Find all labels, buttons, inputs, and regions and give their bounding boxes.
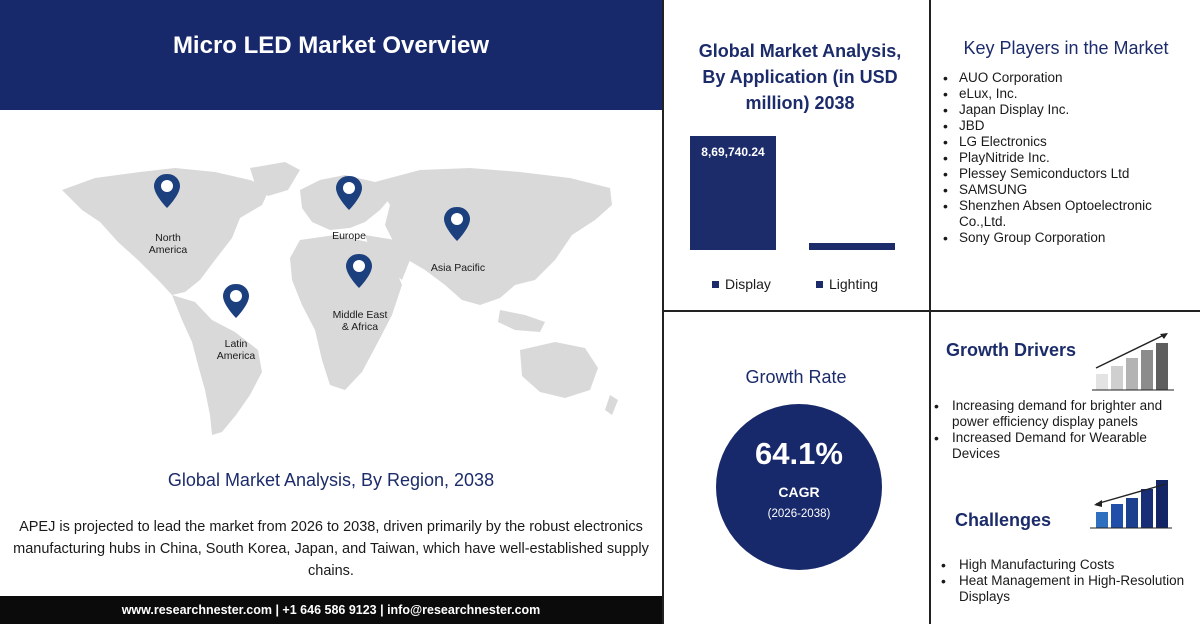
region-label-latin-america: Latin America <box>216 338 256 362</box>
region-analysis-title: Global Market Analysis, By Region, 2038 <box>167 470 495 490</box>
challenge-item: High Manufacturing Costs <box>941 557 1193 573</box>
key-player-item: JBD <box>943 118 1193 134</box>
challenges-list: High Manufacturing CostsHeat Management … <box>941 557 1193 605</box>
pin-europe-icon <box>336 176 362 210</box>
cagr-circle: 64.1% CAGR (2026-2038) <box>716 404 882 570</box>
key-player-item: Japan Display Inc. <box>943 102 1193 118</box>
title-bar: Micro LED Market Overview <box>0 0 662 110</box>
growth-driver-item: Increasing demand for brighter and power… <box>934 398 1196 430</box>
challenges-bars-icon <box>1090 480 1172 529</box>
growth-driver-item: Increased Demand for Wearable Devices <box>934 430 1196 462</box>
pin-north-america-icon <box>154 174 180 208</box>
australia-shape <box>520 342 598 398</box>
growth-drivers-title: Growth Drivers <box>946 340 1077 360</box>
cagr-period: (2026-2038) <box>767 508 831 520</box>
world-map: North America Europe Asia Pacific Middle … <box>0 110 662 460</box>
region-label-north-america: North America <box>148 232 188 256</box>
nz-shape <box>605 395 618 415</box>
growth-bars-icon <box>1092 333 1174 391</box>
africa-shape <box>290 235 402 390</box>
greenland-shape <box>250 162 300 196</box>
asia-shape <box>375 168 612 305</box>
key-player-item: Shenzhen Absen Optoelectronic Co.,Ltd. <box>943 198 1193 230</box>
key-players-title: Key Players in the Market <box>963 38 1169 58</box>
key-player-item: SAMSUNG <box>943 182 1193 198</box>
north-america-shape <box>62 168 270 295</box>
pin-latin-america-icon <box>223 284 249 318</box>
application-chart-title: Global Market Analysis, By Application (… <box>698 41 902 113</box>
application-bar-chart: 8,69,740.24 <box>690 136 895 250</box>
region-label-asia-pacific: Asia Pacific <box>430 262 486 274</box>
challenge-item: Heat Management in High-Resolution Displ… <box>941 573 1193 605</box>
region-analysis-description: APEJ is projected to lead the market fro… <box>13 519 649 579</box>
world-map-graphic <box>62 162 618 435</box>
middle-east-shape <box>365 235 410 280</box>
divider-left <box>662 0 664 624</box>
key-player-item: AUO Corporation <box>943 70 1193 86</box>
key-player-item: eLux, Inc. <box>943 86 1193 102</box>
page-title: Micro LED Market Overview <box>172 32 490 59</box>
legend-lighting: Lighting <box>816 276 878 292</box>
key-players-list: AUO CorporationeLux, Inc.Japan Display I… <box>943 70 1193 246</box>
region-label-mea: Middle East & Africa <box>332 309 388 333</box>
key-player-item: PlayNitride Inc. <box>943 150 1193 166</box>
key-player-item: Sony Group Corporation <box>943 230 1193 246</box>
se-asia-shape <box>498 310 545 332</box>
growth-drivers-list: Increasing demand for brighter and power… <box>934 398 1196 462</box>
legend-display: Display <box>712 276 771 292</box>
pin-mea-icon <box>346 254 372 288</box>
cagr-label: CAGR <box>778 484 820 500</box>
challenges-title: Challenges <box>955 510 1052 530</box>
region-label-europe: Europe <box>332 230 366 242</box>
legend-swatch-display <box>712 280 719 288</box>
key-player-item: Plessey Semiconductors Ltd <box>943 166 1193 182</box>
divider-middle <box>662 310 1200 312</box>
pin-asia-pacific-icon <box>444 207 470 241</box>
key-player-item: LG Electronics <box>943 134 1193 150</box>
bar-lighting <box>809 243 895 250</box>
growth-rate-title: Growth Rate <box>745 367 847 387</box>
latin-america-shape <box>172 295 262 435</box>
bar-display <box>690 136 776 250</box>
cagr-value: 64.1% <box>755 436 843 471</box>
divider-right <box>929 0 931 624</box>
footer-contact: www.researchnester.com | +1 646 586 9123… <box>0 596 662 624</box>
data-label-display: 8,69,740.24 <box>701 145 765 159</box>
legend-swatch-lighting <box>816 280 823 288</box>
overview-panel: Micro LED Market Overview <box>0 0 662 624</box>
